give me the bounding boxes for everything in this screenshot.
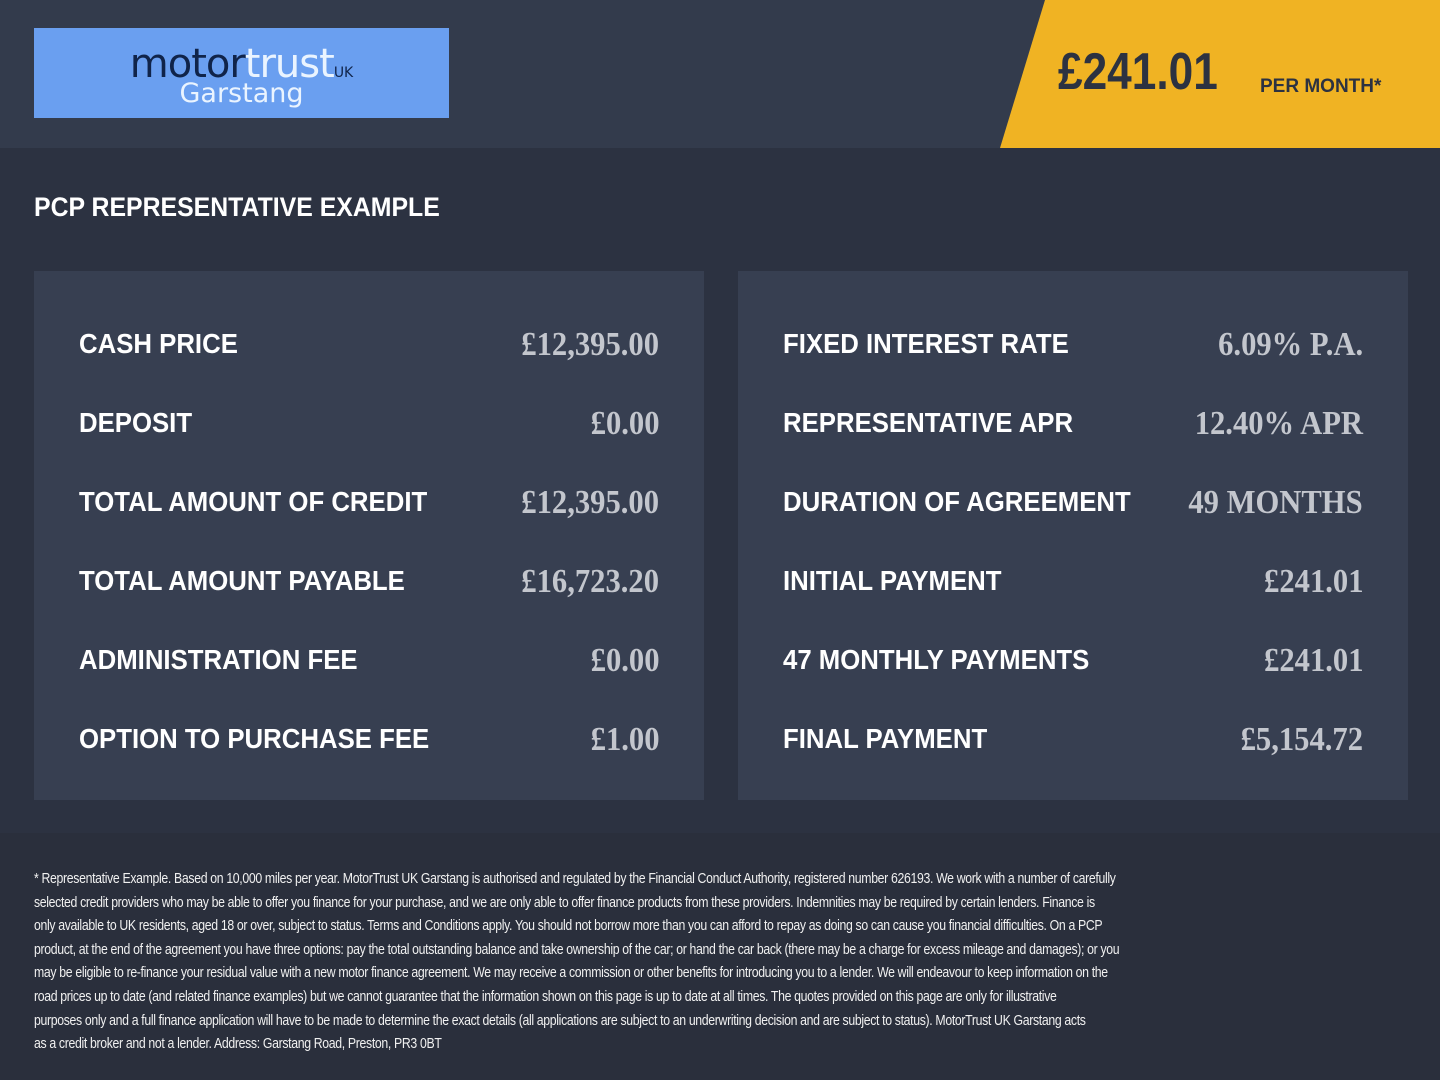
finance-label: DEPOSIT <box>79 407 193 438</box>
finance-row: DURATION OF AGREEMENT 49 MONTHS <box>783 484 1363 526</box>
finance-row: FIXED INTEREST RATE 6.09% P.A. <box>783 326 1363 368</box>
disclaimer-line: only available to UK residents, aged 18 … <box>34 918 1103 935</box>
dealer-logo[interactable]: motortrustUK Garstang <box>34 28 449 118</box>
finance-row: OPTION TO PURCHASE FEE £1.00 <box>79 721 659 763</box>
finance-label: DURATION OF AGREEMENT <box>783 486 1131 517</box>
disclaimer-line: road prices up to date (and related fina… <box>34 988 1057 1005</box>
footer: * Representative Example. Based on 10,00… <box>0 833 1440 1080</box>
finance-row: REPRESENTATIVE APR 12.40% APR <box>783 405 1363 447</box>
disclaimer-line: selected credit providers who may be abl… <box>34 894 1095 911</box>
header: motortrustUK Garstang £241.01 PER MONTH* <box>0 0 1440 148</box>
per-month-label: PER MONTH* <box>1260 76 1382 97</box>
finance-label: 47 MONTHLY PAYMENTS <box>783 644 1090 675</box>
disclaimer-line: may be eligible to re-finance your resid… <box>34 965 1108 982</box>
finance-label: REPRESENTATIVE APR <box>783 407 1074 438</box>
finance-label: TOTAL AMOUNT OF CREDIT <box>79 486 428 517</box>
finance-row: DEPOSIT £0.00 <box>79 405 659 447</box>
finance-label: TOTAL AMOUNT PAYABLE <box>79 565 405 596</box>
disclaimer: * Representative Example. Based on 10,00… <box>34 868 1296 1057</box>
finance-row: TOTAL AMOUNT PAYABLE £16,723.20 <box>79 563 659 605</box>
finance-row: CASH PRICE £12,395.00 <box>79 326 659 368</box>
logo-brand-dark: motor <box>129 41 246 87</box>
finance-value: 6.09% P.A. <box>1217 326 1363 363</box>
monthly-price: £241.01 <box>1058 43 1218 101</box>
finance-value: £241.01 <box>1263 563 1363 600</box>
finance-label: FIXED INTEREST RATE <box>783 328 1069 359</box>
finance-row: 47 MONTHLY PAYMENTS £241.01 <box>783 642 1363 684</box>
finance-panel-left: CASH PRICE £12,395.00 DEPOSIT £0.00 TOTAL AM… <box>34 271 704 800</box>
finance-value: 12.40% APR <box>1194 405 1363 442</box>
finance-label: ADMINISTRATION FEE <box>79 644 358 675</box>
finance-row: ADMINISTRATION FEE £0.00 <box>79 642 659 684</box>
disclaimer-line: purposes only and a full finance applica… <box>34 1012 1086 1029</box>
disclaimer-line: as a credit broker and not a lender. Add… <box>34 1036 442 1053</box>
logo-branch: Garstang <box>179 78 304 109</box>
finance-label: OPTION TO PURCHASE FEE <box>79 723 430 754</box>
finance-value: £12,395.00 <box>521 484 659 521</box>
logo-brand-light: trust <box>244 41 335 87</box>
finance-label: INITIAL PAYMENT <box>783 565 1002 596</box>
finance-label: CASH PRICE <box>79 328 238 359</box>
monthly-price-badge: £241.01 PER MONTH* <box>1000 0 1440 148</box>
finance-value: 49 MONTHS <box>1188 484 1363 521</box>
finance-row: TOTAL AMOUNT OF CREDIT £12,395.00 <box>79 484 659 526</box>
finance-value: £12,395.00 <box>521 326 659 363</box>
finance-row: FINAL PAYMENT £5,154.72 <box>783 721 1363 763</box>
logo-suffix: UK <box>333 65 354 81</box>
disclaimer-line: product, at the end of the agreement you… <box>34 941 1120 958</box>
disclaimer-line: * Representative Example. Based on 10,00… <box>34 871 1116 887</box>
finance-value: £241.01 <box>1263 642 1363 679</box>
finance-value: £1.00 <box>590 721 659 758</box>
finance-row: INITIAL PAYMENT £241.01 <box>783 563 1363 605</box>
finance-value: £5,154.72 <box>1240 721 1363 758</box>
finance-value: £0.00 <box>590 405 659 442</box>
page-title: PCP REPRESENTATIVE EXAMPLE <box>34 192 440 222</box>
finance-value: £0.00 <box>590 642 659 679</box>
finance-value: £16,723.20 <box>521 563 659 600</box>
finance-panel-right: FIXED INTEREST RATE 6.09% P.A. REPRESENTAT… <box>738 271 1408 800</box>
finance-label: FINAL PAYMENT <box>783 723 988 754</box>
logo-wordmark: motortrustUK <box>34 44 449 93</box>
